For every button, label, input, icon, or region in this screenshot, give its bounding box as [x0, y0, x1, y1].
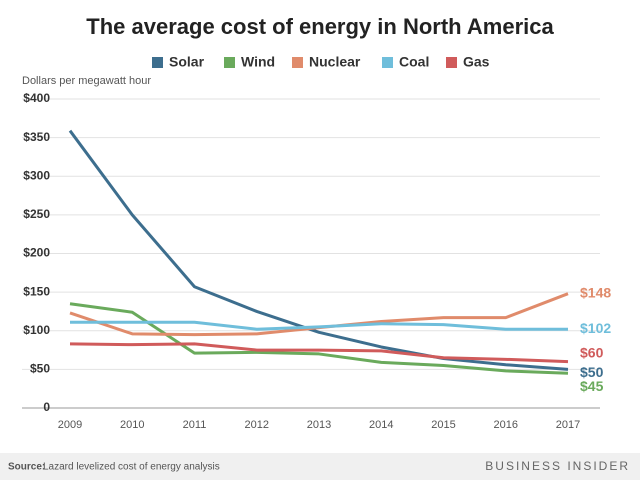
footer-band — [0, 453, 640, 480]
x-tick-label: 2010 — [120, 419, 144, 431]
y-tick-label: $300 — [23, 168, 50, 182]
x-tick-label: 2015 — [431, 419, 455, 431]
legend-label: Wind — [241, 54, 275, 70]
legend-swatch — [382, 57, 393, 68]
y-tick-label: $150 — [23, 284, 50, 298]
source: Lazard levelized cost of energy analysis — [43, 462, 220, 473]
series-line — [70, 320, 568, 331]
y-tick-label: $350 — [23, 130, 50, 144]
legend-label: Solar — [169, 54, 205, 70]
data-label: $45 — [580, 378, 604, 394]
y-tick-label: $50 — [30, 362, 50, 376]
y-tick-label: $250 — [23, 207, 50, 221]
data-label: $102 — [580, 320, 611, 336]
x-tick-label: 2012 — [245, 419, 269, 431]
y-tick-label: 0 — [43, 400, 50, 414]
x-tick-label: 2014 — [369, 419, 393, 431]
chart-title: The average cost of energy in North Amer… — [86, 14, 554, 39]
legend-swatch — [224, 57, 235, 68]
y-tick-label: $400 — [23, 91, 50, 105]
x-tick-label: 2013 — [307, 419, 331, 431]
source-label: Source: — [8, 462, 45, 473]
legend-label: Nuclear — [309, 54, 361, 70]
legend-swatch — [446, 57, 457, 68]
data-label: $60 — [580, 344, 604, 360]
legend-swatch — [152, 57, 163, 68]
y-tick-label: $100 — [23, 323, 50, 337]
y-axis-label: Dollars per megawatt hour — [22, 75, 151, 87]
x-tick-label: 2011 — [183, 419, 207, 431]
series-line — [69, 342, 569, 364]
y-tick-label: $200 — [23, 246, 50, 260]
legend-label: Coal — [399, 54, 429, 70]
data-label: $148 — [580, 284, 611, 300]
series-line — [69, 302, 569, 375]
x-tick-label: 2016 — [494, 419, 518, 431]
legend-swatch — [292, 57, 303, 68]
x-tick-label: 2009 — [58, 419, 82, 431]
x-tick-label: 2017 — [556, 419, 580, 431]
data-label: $50 — [580, 364, 604, 380]
series-line — [68, 129, 569, 371]
legend-label: Gas — [463, 54, 490, 70]
brand: BUSINESS INSIDER — [485, 459, 630, 473]
